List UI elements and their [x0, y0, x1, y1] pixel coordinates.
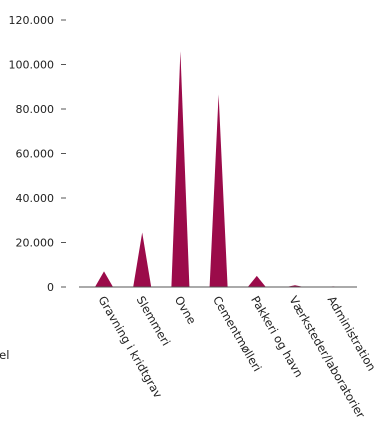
data-spike — [95, 271, 113, 287]
x-category-label: Ovne — [172, 294, 199, 327]
data-spike — [133, 232, 152, 287]
y-tick-label: 120.000 — [9, 14, 55, 27]
plot-area — [95, 51, 343, 288]
y-tick-label: 60.000 — [16, 148, 55, 161]
y-tick-label: 20.000 — [16, 237, 55, 250]
cropped-axis-title: lsel — [0, 348, 10, 362]
y-tick-label: 80.000 — [16, 103, 55, 116]
y-tick-label: 100.000 — [9, 59, 55, 72]
x-category-label: Værksteder/laboratorier — [286, 294, 368, 421]
x-category-label: Slemmeri — [134, 294, 174, 349]
data-spike — [247, 275, 266, 287]
y-tick-label: 40.000 — [16, 192, 55, 205]
data-spike — [171, 51, 190, 288]
data-spike — [209, 94, 228, 287]
y-axis: 120.000 100.000 80.000 60.000 40.000 20.000 0 — [9, 14, 66, 294]
y-tick-label: 0 — [47, 281, 54, 294]
